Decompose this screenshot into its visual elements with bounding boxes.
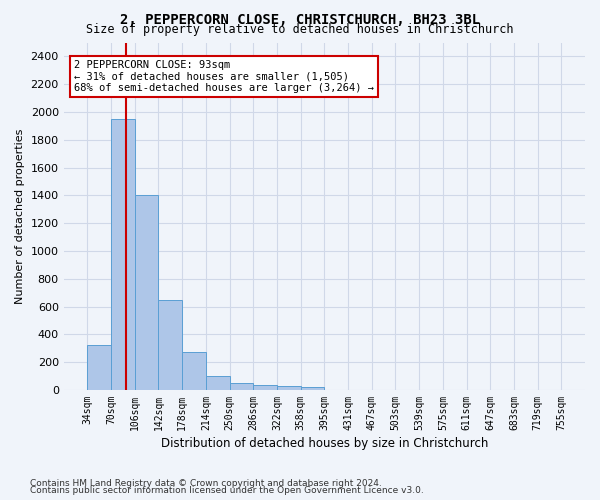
- Text: Contains public sector information licensed under the Open Government Licence v3: Contains public sector information licen…: [30, 486, 424, 495]
- Y-axis label: Number of detached properties: Number of detached properties: [15, 128, 25, 304]
- Bar: [182, 352, 206, 390]
- Bar: [301, 388, 325, 390]
- Text: 2 PEPPERCORN CLOSE: 93sqm
← 31% of detached houses are smaller (1,505)
68% of se: 2 PEPPERCORN CLOSE: 93sqm ← 31% of detac…: [74, 60, 374, 93]
- Bar: [88, 346, 111, 390]
- Text: 2, PEPPERCORN CLOSE, CHRISTCHURCH, BH23 3BL: 2, PEPPERCORN CLOSE, CHRISTCHURCH, BH23 …: [120, 12, 480, 26]
- Text: Contains HM Land Registry data © Crown copyright and database right 2024.: Contains HM Land Registry data © Crown c…: [30, 478, 382, 488]
- Bar: [111, 119, 135, 390]
- Text: Size of property relative to detached houses in Christchurch: Size of property relative to detached ho…: [86, 22, 514, 36]
- Bar: [135, 196, 158, 390]
- Bar: [277, 386, 301, 390]
- X-axis label: Distribution of detached houses by size in Christchurch: Distribution of detached houses by size …: [161, 437, 488, 450]
- Bar: [158, 300, 182, 390]
- Bar: [230, 384, 253, 390]
- Bar: [253, 384, 277, 390]
- Bar: [206, 376, 230, 390]
